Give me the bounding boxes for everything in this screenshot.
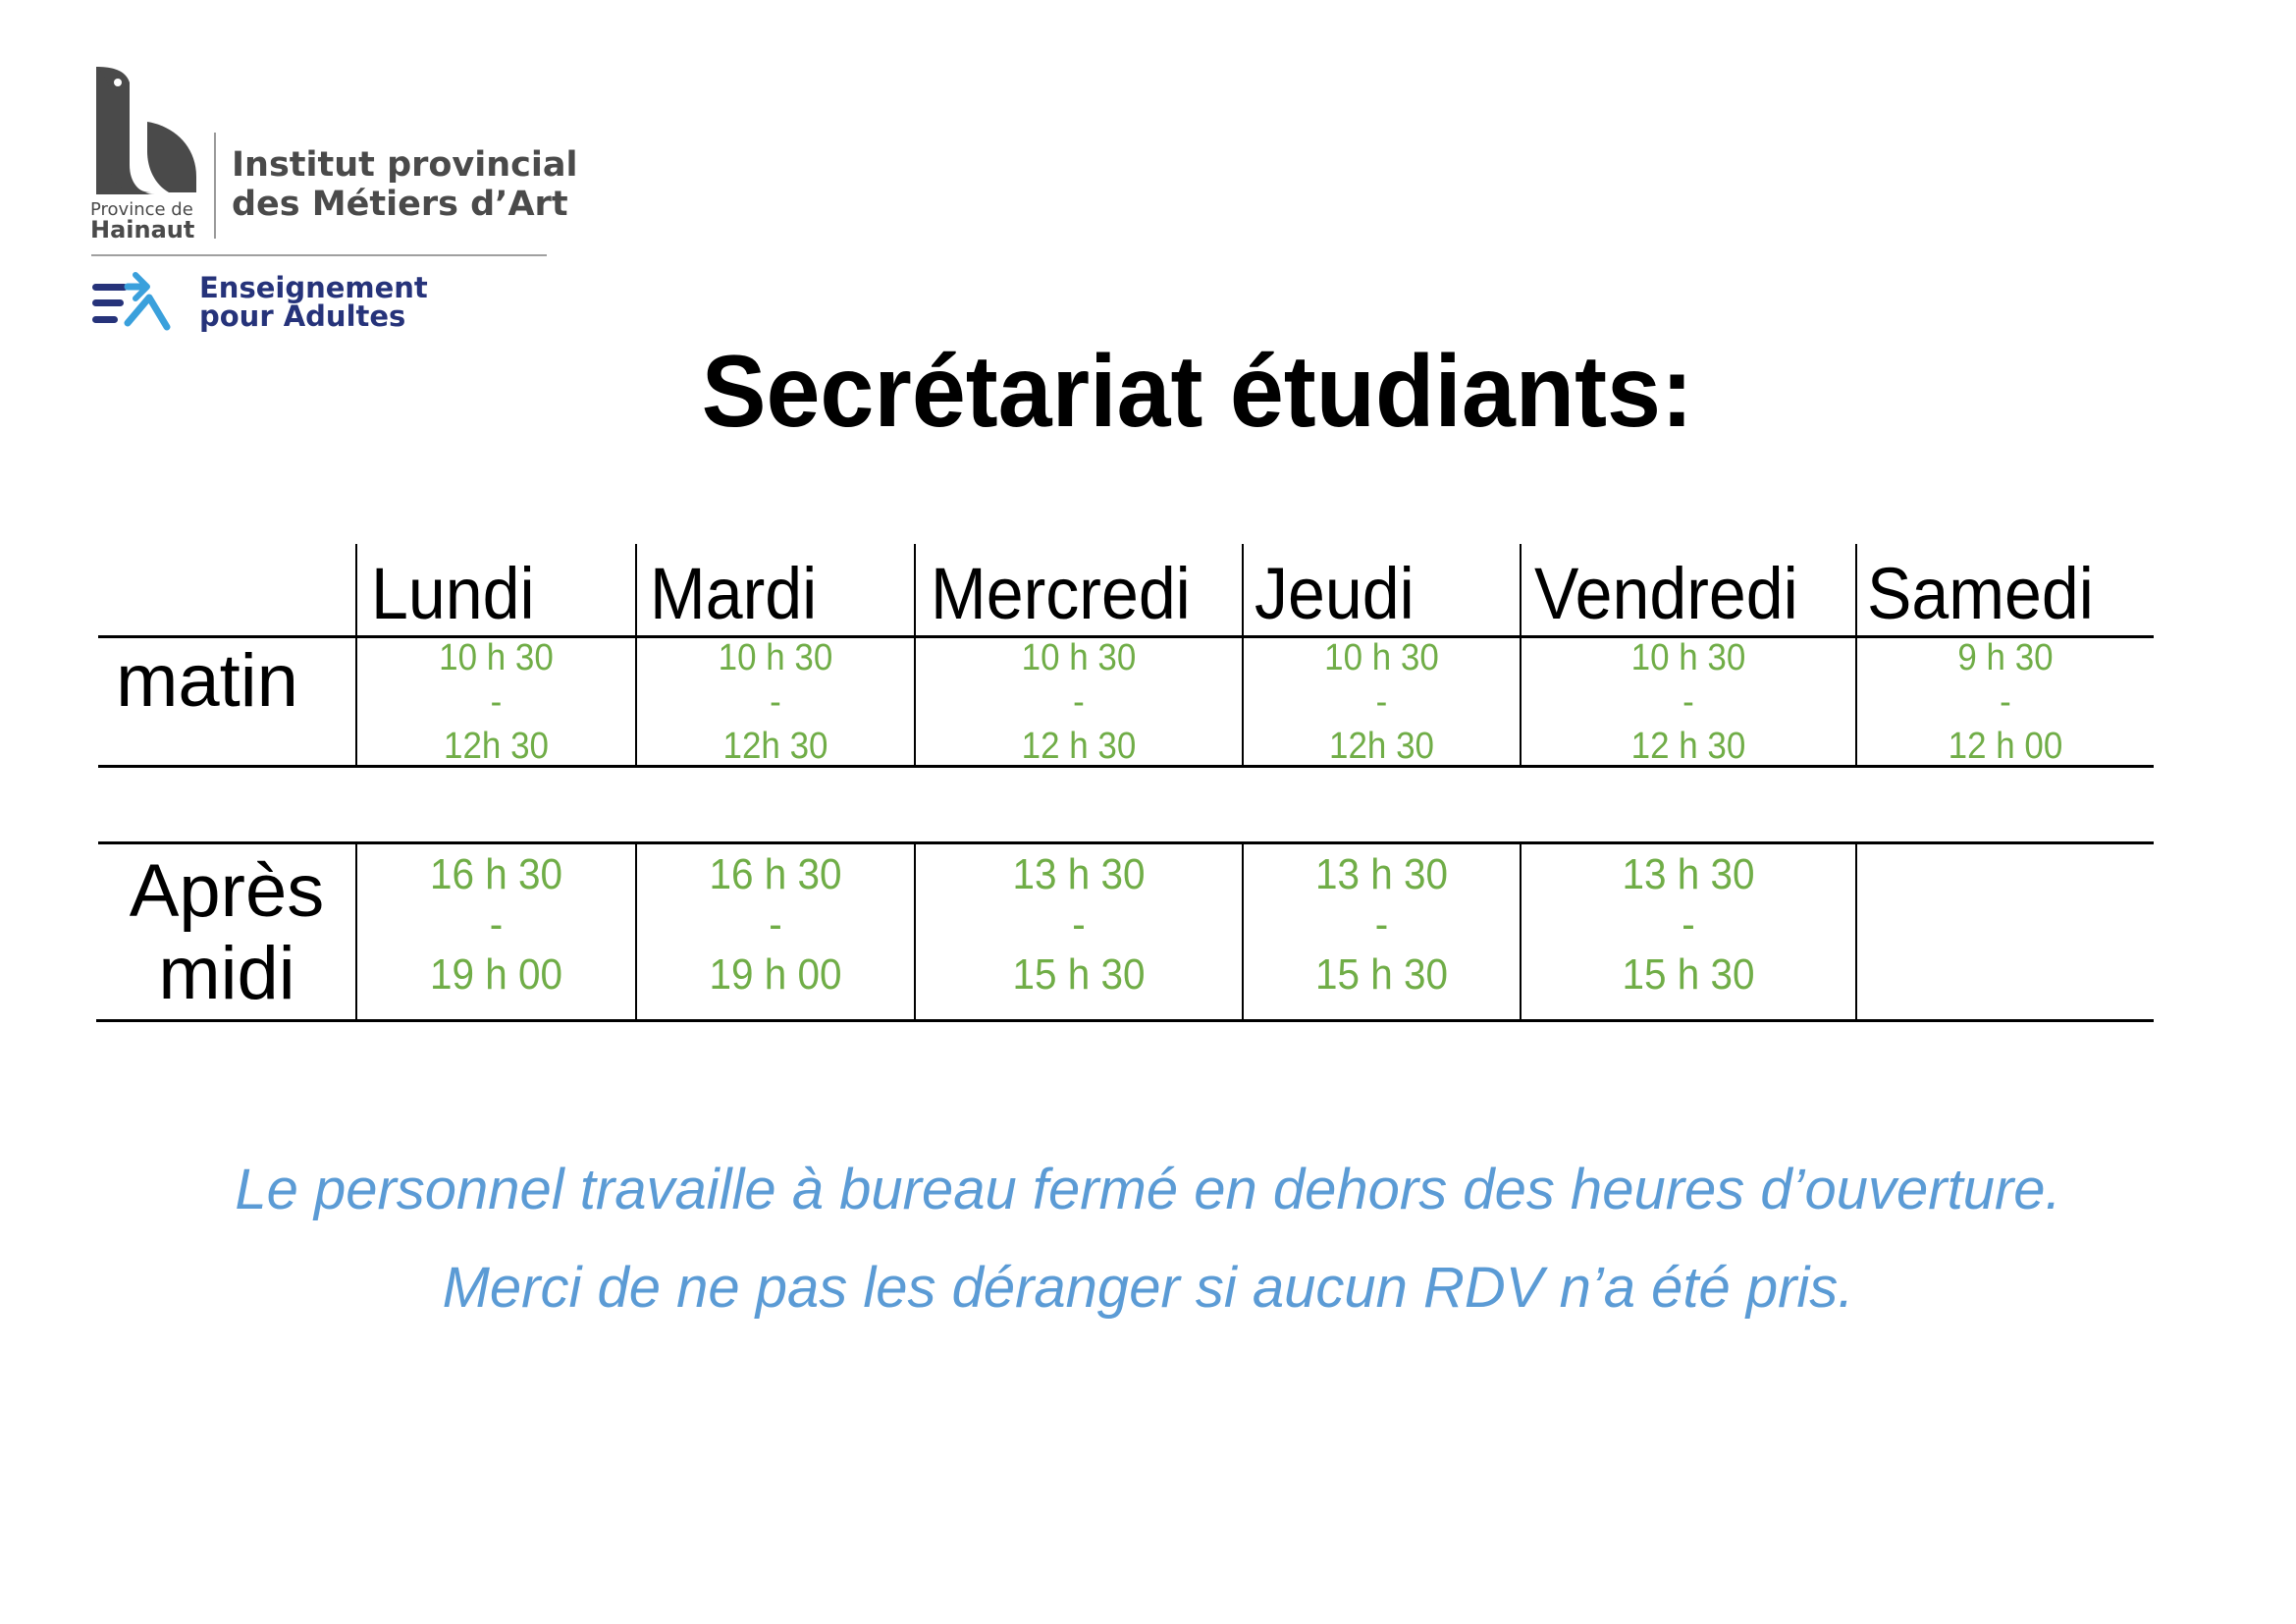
afternoon-cell-jeudi: 13 h 30 - 15 h 30 — [1314, 850, 1449, 999]
col-divider — [1520, 544, 1522, 767]
col-divider — [355, 842, 357, 1021]
province-name: Hainaut — [90, 216, 195, 244]
col-divider — [1242, 842, 1244, 1021]
logo-divider — [214, 133, 216, 239]
col-divider — [355, 544, 357, 767]
ea-logo-icon — [92, 272, 171, 331]
day-header-lundi: Lundi — [371, 553, 535, 634]
col-divider — [914, 842, 916, 1021]
morning-bottom-border — [98, 765, 2154, 768]
morning-cell-samedi: 9 h 30 - 12 h 00 — [1948, 637, 2063, 767]
header-divider — [98, 635, 2154, 638]
day-header-samedi: Samedi — [1867, 553, 2094, 634]
col-divider — [1855, 544, 1857, 767]
afternoon-cell-vendredi: 13 h 30 - 15 h 30 — [1622, 850, 1755, 999]
afternoon-cell-lundi: 16 h 30 - 19 h 00 — [429, 850, 563, 999]
morning-cell-lundi: 10 h 30 - 12h 30 — [439, 637, 554, 767]
col-divider — [1242, 544, 1244, 767]
day-header-mardi: Mardi — [650, 553, 818, 634]
closed-office-note: Le personnel travaille à bureau fermé en… — [235, 1158, 2061, 1221]
hainaut-bird-logo-icon — [96, 67, 196, 194]
day-header-vendredi: Vendredi — [1534, 553, 1798, 634]
page-title: Secrétariat étudiants: — [701, 335, 1693, 449]
institute-name: Institut provincial des Métiers d’Art — [232, 145, 578, 224]
appointment-note: Merci de ne pas les déranger si aucun RD… — [442, 1256, 1854, 1320]
day-header-jeudi: Jeudi — [1255, 553, 1415, 634]
row-label-matin: matin — [116, 639, 298, 723]
morning-cell-vendredi: 10 h 30 - 12 h 30 — [1630, 637, 1746, 767]
province-label: Province de — [90, 199, 193, 220]
col-divider — [914, 544, 916, 767]
morning-cell-jeudi: 10 h 30 - 12h 30 — [1324, 637, 1439, 767]
program-name: Enseignement pour Adultes — [199, 271, 428, 333]
col-divider — [1855, 842, 1857, 1021]
day-header-mercredi: Mercredi — [931, 553, 1191, 634]
col-divider — [1520, 842, 1522, 1021]
logo-separator — [91, 254, 547, 256]
row-label-apres-midi: Après midi — [129, 849, 325, 1015]
morning-cell-mercredi: 10 h 30 - 12 h 30 — [1021, 637, 1137, 767]
afternoon-bottom-border — [96, 1019, 2154, 1022]
afternoon-cell-mercredi: 13 h 30 - 15 h 30 — [1012, 850, 1146, 999]
col-divider — [635, 544, 637, 767]
afternoon-cell-mardi: 16 h 30 - 19 h 00 — [709, 850, 842, 999]
morning-cell-mardi: 10 h 30 - 12h 30 — [718, 637, 833, 767]
afternoon-top-border — [98, 841, 2154, 844]
col-divider — [635, 842, 637, 1021]
